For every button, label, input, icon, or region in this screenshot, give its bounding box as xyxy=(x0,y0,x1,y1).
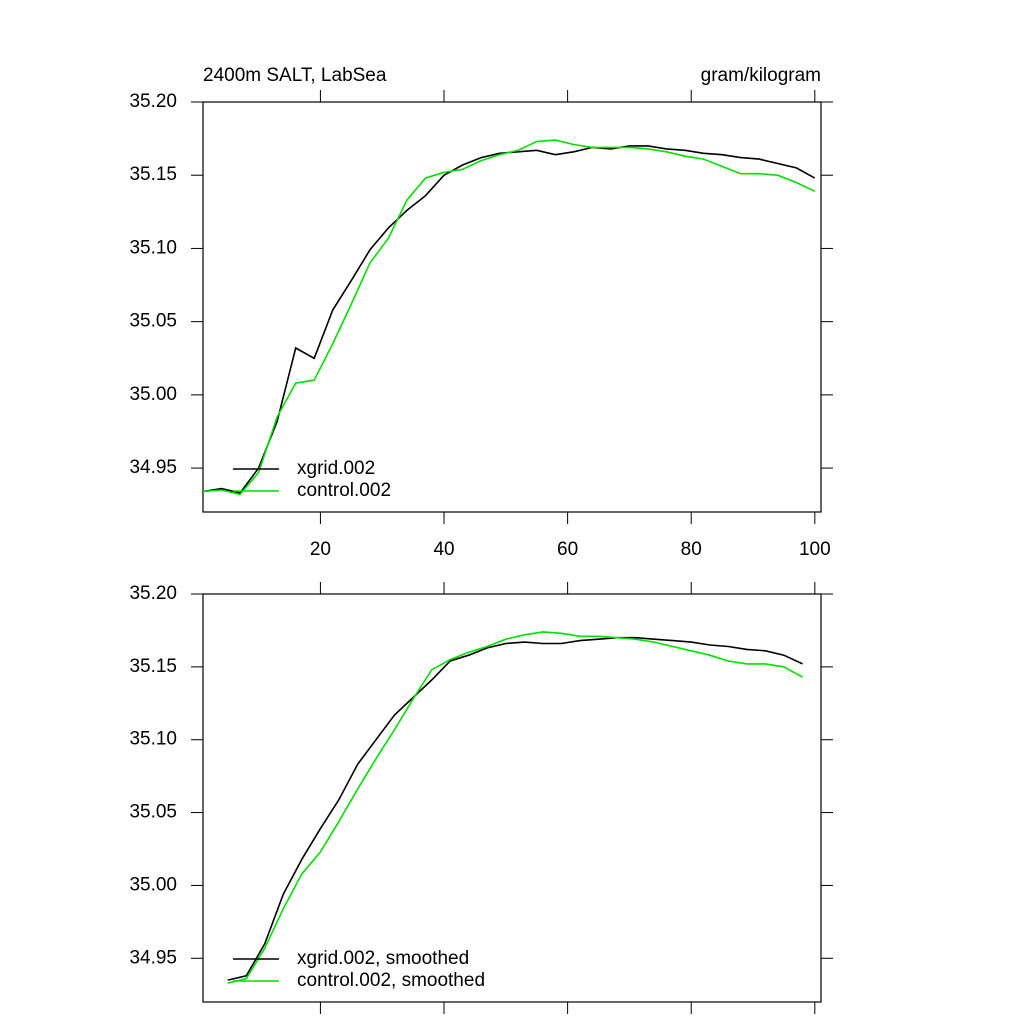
y-tick-label: 35.15 xyxy=(129,164,177,185)
data-line xyxy=(202,145,816,494)
y-tick-label: 35.10 xyxy=(129,237,177,258)
y-tick-label: 35.00 xyxy=(129,874,177,895)
y-tick-label: 35.05 xyxy=(129,802,177,823)
y-tick-label: 35.20 xyxy=(129,91,177,112)
y-tick-label: 35.10 xyxy=(129,729,177,750)
y-tick-label: 35.05 xyxy=(129,311,177,332)
x-tick-label: 40 xyxy=(433,539,454,560)
y-tick-label: 34.95 xyxy=(129,457,177,478)
legend-label: control.002, smoothed xyxy=(297,970,485,991)
y-tick-label: 35.20 xyxy=(129,583,177,604)
data-line xyxy=(227,631,803,984)
plot-frame xyxy=(202,101,822,513)
y-tick-label: 35.00 xyxy=(129,384,177,405)
x-tick-label: 20 xyxy=(310,539,331,560)
x-tick-label: 80 xyxy=(681,539,702,560)
chart-title: 2400m SALT, LabSea xyxy=(203,65,387,86)
data-line xyxy=(227,636,803,981)
plot-frame xyxy=(202,593,822,1003)
x-tick-label: 100 xyxy=(799,539,831,560)
x-tick-label: 60 xyxy=(557,539,578,560)
data-line xyxy=(202,139,816,496)
y-tick-label: 34.95 xyxy=(129,947,177,968)
legend-label: xgrid.002, smoothed xyxy=(297,948,469,969)
y-tick-label: 35.15 xyxy=(129,656,177,677)
units-label: gram/kilogram xyxy=(701,65,821,86)
legend-label: xgrid.002 xyxy=(297,458,375,479)
legend-label: control.002 xyxy=(297,480,391,501)
